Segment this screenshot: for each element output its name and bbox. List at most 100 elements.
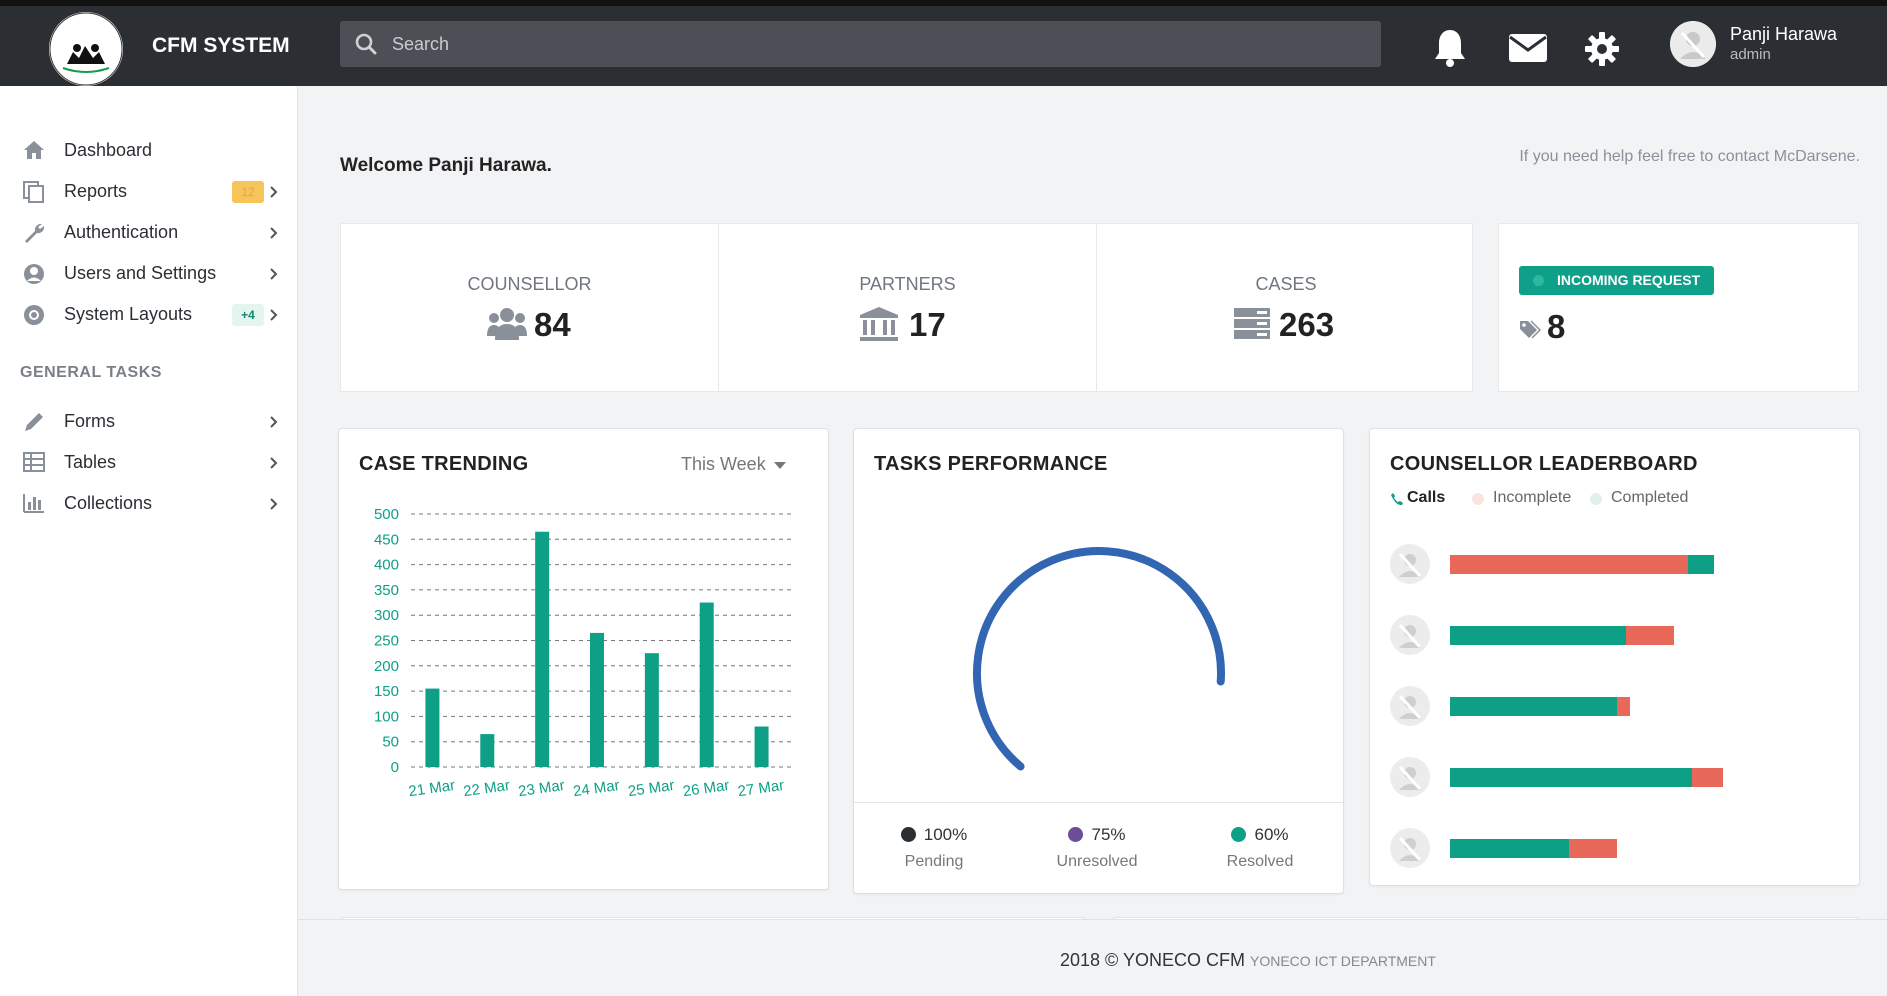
tasks-performance-title: TASKS PERFORMANCE xyxy=(874,453,1108,475)
footer-text: 2018 © YONECO CFM YONECO ICT DEPARTMENT xyxy=(1060,950,1436,971)
chevron-right-icon xyxy=(270,456,278,469)
tp-label: Unresolved xyxy=(1056,853,1138,870)
x-tick-label: 21 Mar xyxy=(408,777,457,800)
incoming-request-badge[interactable]: INCOMING REQUEST xyxy=(1519,266,1715,295)
user-name[interactable]: Panji Harawa xyxy=(1730,24,1838,44)
stat-label: PARTNERS xyxy=(859,274,956,294)
incoming-request-label: INCOMING REQUEST xyxy=(1557,272,1701,288)
logo-icon xyxy=(49,12,123,86)
chevron-right-icon xyxy=(270,497,278,510)
avatar xyxy=(1390,828,1430,868)
user-placeholder-icon xyxy=(1398,694,1422,720)
legend-label: Incomplete xyxy=(1493,489,1572,506)
stat-counsellor: COUNSELLOR 84 xyxy=(341,224,719,391)
search-input[interactable] xyxy=(392,21,1362,67)
x-tick-label: 25 Mar xyxy=(627,777,676,800)
bank-icon xyxy=(859,306,899,347)
tp-item-unresolved: 75% Unresolved xyxy=(1017,825,1177,871)
sidebar-item-label: Tables xyxy=(64,452,117,472)
incoming-request-card: INCOMING REQUEST 8 xyxy=(1498,223,1859,392)
tags-icon xyxy=(1519,320,1542,343)
bar-incomplete xyxy=(1568,839,1618,858)
avatar xyxy=(1390,615,1430,655)
bar-completed xyxy=(1450,626,1626,645)
bar-incomplete xyxy=(1617,697,1631,716)
copy-icon xyxy=(22,180,46,203)
y-tick-label: 400 xyxy=(374,557,399,574)
tp-value: 100% xyxy=(923,825,968,844)
server-icon xyxy=(1233,306,1271,347)
user-placeholder-icon xyxy=(1398,552,1422,578)
x-tick-label: 24 Mar xyxy=(572,777,621,800)
logo[interactable] xyxy=(49,12,123,86)
y-tick-label: 500 xyxy=(374,506,399,523)
stat-value: 263 xyxy=(1279,306,1335,343)
legend-dot xyxy=(900,827,916,842)
mail-icon[interactable] xyxy=(1508,33,1548,68)
bar xyxy=(425,688,440,767)
sidebar-item-system-layouts[interactable]: System Layouts +4 xyxy=(0,296,298,332)
footer-department: YONECO ICT DEPARTMENT xyxy=(1250,953,1436,969)
sidebar-item-users-and-settings[interactable]: Users and Settings xyxy=(0,255,298,291)
y-tick-label: 250 xyxy=(374,633,399,650)
user-avatar[interactable] xyxy=(1670,21,1716,67)
stat-label: COUNSELLOR xyxy=(467,274,592,294)
user-placeholder-icon xyxy=(1398,836,1422,862)
layouts-count-badge: +4 xyxy=(232,304,264,326)
pencil-icon xyxy=(22,410,46,432)
sidebar-item-label: Dashboard xyxy=(64,140,153,160)
sidebar-item-label: Collections xyxy=(64,493,153,513)
leaderboard-row[interactable] xyxy=(1390,542,1830,586)
x-tick-label: 22 Mar xyxy=(462,777,511,800)
sidebar-item-reports[interactable]: Reports 12 xyxy=(0,173,298,209)
avatar xyxy=(1390,544,1430,584)
user-role: admin xyxy=(1730,46,1771,63)
bar-completed xyxy=(1687,555,1714,574)
sidebar-item-authentication[interactable]: Authentication xyxy=(0,214,298,250)
top-bar: CFM SYSTEM Panji Harawa admin xyxy=(0,0,1887,86)
stat-label: CASES xyxy=(1255,274,1317,294)
x-tick-label: 23 Mar xyxy=(517,777,566,800)
user-placeholder-icon xyxy=(1398,623,1422,649)
footer-copyright: 2018 © YONECO CFM xyxy=(1060,950,1245,970)
tasks-performance-card: TASKS PERFORMANCE 100% Pending 75% Unres… xyxy=(853,428,1344,894)
bar xyxy=(754,726,769,767)
bar-incomplete xyxy=(1692,768,1723,787)
bar-completed xyxy=(1450,839,1569,858)
stat-value: 84 xyxy=(534,306,571,343)
bar-chart-icon xyxy=(22,492,46,514)
sidebar-item-label: Forms xyxy=(64,411,115,431)
legend-dot xyxy=(1068,827,1084,842)
legend-dot xyxy=(1231,827,1247,842)
tp-item-pending: 100% Pending xyxy=(854,825,1014,871)
range-dropdown[interactable]: This Week xyxy=(681,454,786,475)
legend-dot xyxy=(1472,493,1484,505)
leaderboard-row[interactable] xyxy=(1390,755,1830,799)
range-value: This Week xyxy=(681,454,766,474)
leaderboard-row[interactable] xyxy=(1390,826,1830,870)
gear-icon[interactable] xyxy=(1585,32,1619,71)
tp-value: 60% xyxy=(1254,825,1289,844)
leaderboard-row[interactable] xyxy=(1390,613,1830,657)
user-placeholder-icon xyxy=(1670,21,1716,67)
user-circle-icon xyxy=(22,262,46,284)
sidebar-item-tables[interactable]: Tables xyxy=(0,444,298,480)
case-trending-chart: 0 50 100 150 200 250 300 350 400 450 500 21 Mar 22 M… xyxy=(374,506,795,800)
sidebar-item-dashboard[interactable]: Dashboard xyxy=(0,132,298,168)
sidebar: Dashboard Reports 12 Authentication User… xyxy=(0,86,298,996)
x-tick-label: 27 Mar xyxy=(737,777,786,800)
chevron-right-icon xyxy=(270,267,278,280)
stats-panel: COUNSELLOR 84 PARTNERS 17 CASES 263 xyxy=(340,223,1473,392)
leaderboard-row[interactable] xyxy=(1390,684,1830,728)
y-tick-label: 300 xyxy=(374,607,399,624)
bell-icon[interactable] xyxy=(1432,28,1468,73)
y-tick-label: 200 xyxy=(374,658,399,675)
chevron-right-icon xyxy=(270,185,278,198)
sidebar-item-forms[interactable]: Forms xyxy=(0,403,298,439)
help-text: If you need help feel free to contact Mc… xyxy=(1519,148,1860,165)
search-bar[interactable] xyxy=(340,21,1381,67)
bar-incomplete xyxy=(1450,555,1688,574)
footer xyxy=(298,919,1887,996)
reports-count-badge: 12 xyxy=(232,181,264,203)
sidebar-item-collections[interactable]: Collections xyxy=(0,485,298,521)
